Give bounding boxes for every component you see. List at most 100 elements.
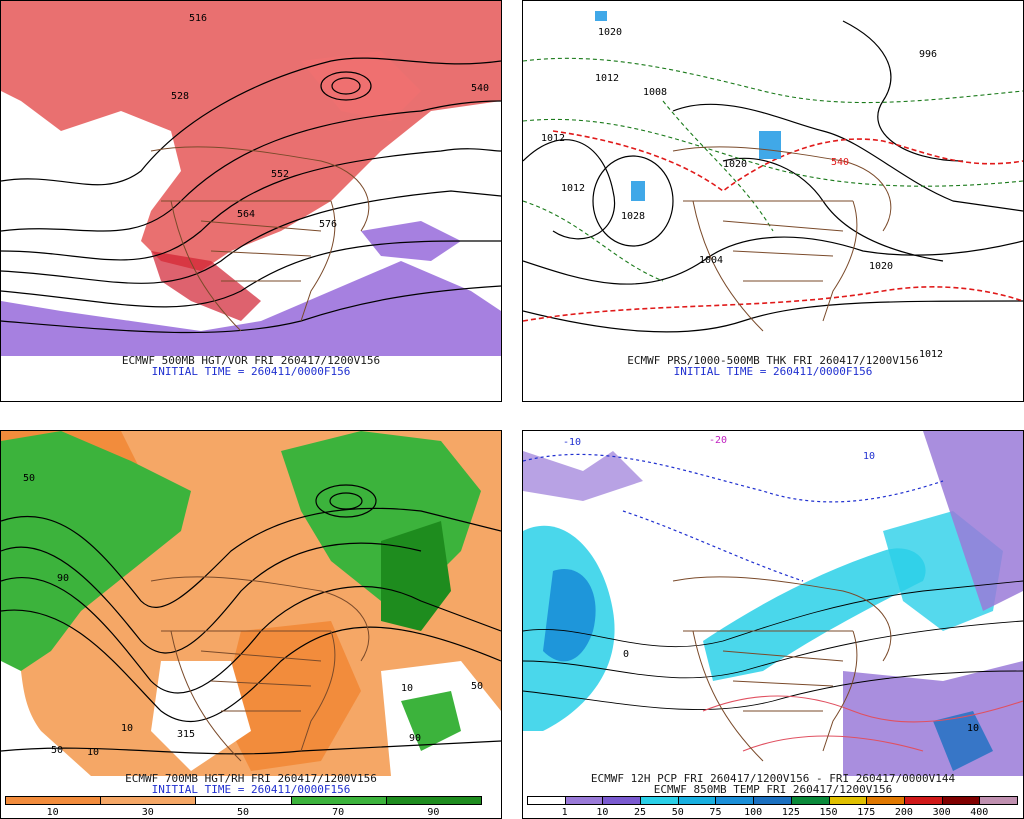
contour-label: 1012 (541, 133, 565, 144)
colorbar-segment (100, 796, 197, 805)
contour-label: 10 (121, 723, 133, 734)
colorbar-segment (866, 796, 905, 805)
precip-region (523, 451, 643, 501)
moist-region (1, 431, 191, 671)
colorbar-label: 70 (332, 807, 345, 818)
contour-label: 90 (409, 733, 421, 744)
colorbar-label: 400 (970, 807, 989, 818)
colorbar-label: 1 (561, 807, 568, 818)
panel-precip-850mb-temp: -10 -20 10 0 10 ECMWF 12H PCP FRI 260417… (522, 430, 1024, 819)
contour-label: 90 (57, 573, 69, 584)
height-contours (1, 484, 501, 755)
colorbar-segment (564, 796, 604, 805)
contour-label: 1012 (561, 183, 585, 194)
colorbar-segment (979, 796, 1018, 805)
political-borders (150, 146, 370, 332)
contour-label: 0 (623, 649, 629, 660)
negative-vorticity-region (361, 221, 461, 261)
colorbar-segment (602, 796, 642, 805)
neutral-region (1, 611, 91, 776)
colorbar-label: 150 (819, 807, 838, 818)
colorbar-label: 10 (46, 807, 59, 818)
vorticity-region (151, 251, 261, 321)
colorbar-label: 90 (427, 807, 440, 818)
contour-label: 576 (319, 219, 337, 230)
contour-label: 10 (967, 723, 979, 734)
colorbar-segment (790, 796, 830, 805)
contour-label: 10 (863, 451, 875, 462)
colorbar-label: 125 (781, 807, 800, 818)
contour-label: 315 (177, 729, 195, 740)
precip-region (923, 431, 1023, 611)
colorbar-segment (385, 796, 482, 805)
colorbar-segment (828, 796, 868, 805)
contour-label: 1012 (919, 349, 943, 360)
colorbar-label: 50 (236, 807, 250, 818)
map-700mb-relative-humidity: 50 10 90 315 50 10 10 50 90 (1, 431, 501, 776)
precip-region (703, 548, 926, 681)
vorticity-region (301, 51, 421, 121)
isobar-contours (523, 20, 1023, 333)
contour-label: 540 (471, 83, 489, 94)
panel-initial-time: INITIAL TIME = 260411/0000F156 (151, 783, 351, 796)
political-borders (672, 576, 892, 762)
panel-700mb-height-rh: 50 10 90 315 50 10 10 50 90 ECMWF 700MB … (0, 430, 502, 819)
colorbar-label: 50 (671, 807, 684, 818)
precip-region (933, 711, 993, 771)
colorbar-label: 200 (894, 807, 913, 818)
temperature-contours (523, 580, 1023, 711)
thickness-contours (523, 57, 1023, 282)
height-contours (1, 57, 501, 334)
panel-subtitle: ECMWF 850MB TEMP FRI 260417/1200V156 (653, 783, 893, 796)
contour-label: 1004 (699, 255, 723, 266)
contour-label: 50 (471, 681, 483, 692)
panel-initial-time: INITIAL TIME = 260411/0000F156 (151, 365, 351, 378)
contour-label: 516 (189, 13, 207, 24)
map-precipitation: -10 -20 10 0 10 (523, 431, 1023, 776)
colorbar-segment (527, 796, 566, 805)
map-500mb-vorticity: 516 528 540 552 564 576 (1, 1, 501, 356)
colorbar-segment (715, 796, 755, 805)
moist-region (401, 691, 461, 751)
colorbar-label: 100 (744, 807, 763, 818)
contour-label: 1020 (869, 261, 893, 272)
contour-label: 540 (831, 157, 849, 168)
panel-title: ECMWF PRS/1000-500MB THK FRI 260417/1200… (627, 354, 919, 367)
colorbar-segment (753, 796, 792, 805)
dry-region (221, 621, 361, 771)
colorbar-label: 10 (596, 807, 609, 818)
contour-label: 1020 (723, 159, 747, 170)
colorbar-segment (290, 796, 387, 805)
contour-label: 10 (87, 747, 99, 758)
political-borders (150, 576, 370, 762)
contour-label: 50 (51, 745, 63, 756)
540-thickness-line (523, 130, 1023, 322)
neutral-region (151, 661, 251, 771)
precip-region (843, 661, 1023, 776)
contour-label: 50 (23, 473, 35, 484)
precip-region (543, 569, 596, 662)
panel-title: ECMWF 700MB HGT/RH FRI 260417/1200V156 (125, 772, 377, 785)
colorbar-label: 25 (634, 807, 647, 818)
contour-label: 564 (237, 209, 255, 220)
political-borders (672, 146, 892, 332)
contour-label: -20 (709, 435, 727, 446)
colorbar-segment (903, 796, 943, 805)
map-pressure-thickness: 1020 1012 1012 1012 1008 1028 1020 996 1… (523, 11, 1023, 360)
colorbar-label: 30 (141, 807, 154, 818)
colorbar-label: 75 (709, 807, 722, 818)
colorbar-segment (941, 796, 981, 805)
contour-label: 1020 (598, 27, 622, 38)
contour-label: 1028 (621, 211, 645, 222)
negative-vorticity-region (1, 261, 501, 356)
colorbar-segment (195, 796, 292, 805)
contour-label: 552 (271, 169, 289, 180)
colorbar-segment (5, 796, 102, 805)
colorbar-segment (640, 796, 679, 805)
contour-label: 528 (171, 91, 189, 102)
contour-label: -10 (563, 437, 581, 448)
panel-title: ECMWF 12H PCP FRI 260417/1200V156 - FRI … (590, 772, 956, 785)
contour-label: 1012 (595, 73, 619, 84)
freezing-line (523, 453, 944, 582)
panel-500mb-height-vorticity: 516 528 540 552 564 576 ECMWF 500MB HGT/… (0, 0, 502, 402)
